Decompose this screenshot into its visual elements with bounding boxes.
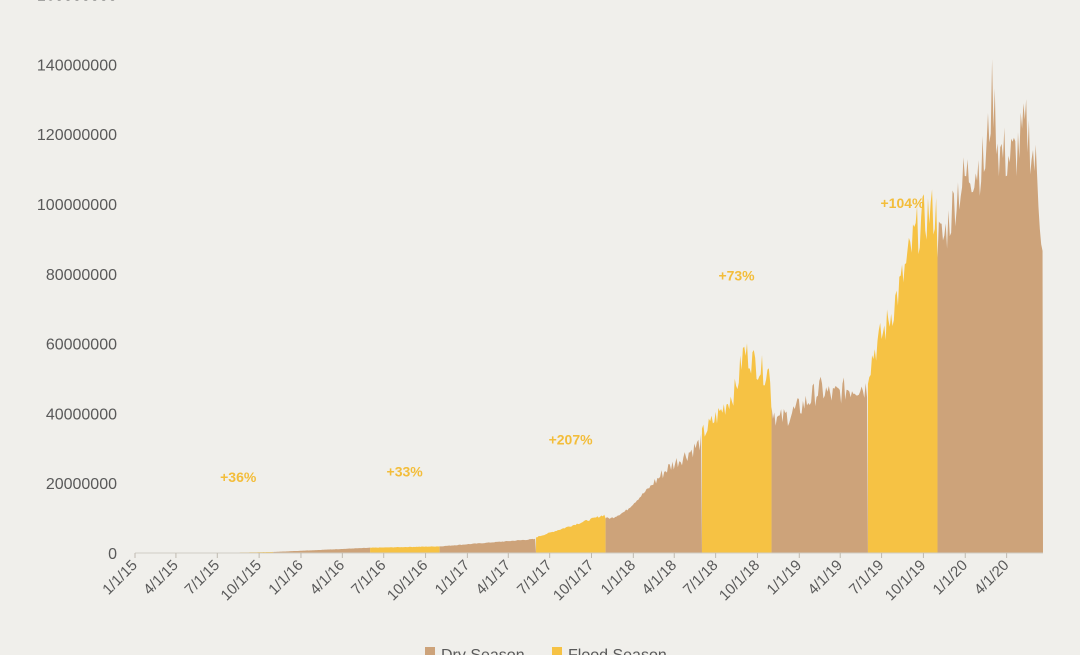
dry-season-area-6 [605, 433, 702, 553]
x-tick-label: 10/1/19 [882, 557, 929, 604]
y-tick-label: 20000000 [46, 476, 117, 493]
y-tick-label: 0 [108, 546, 117, 563]
x-tick-label: 4/1/15 [140, 557, 182, 599]
x-tick-label: 1/1/17 [432, 557, 474, 599]
x-tick-label: 1/1/16 [265, 557, 307, 599]
x-tick-label: 4/1/20 [971, 557, 1013, 599]
legend-swatch [552, 647, 562, 655]
y-tick-label: 100000000 [37, 197, 117, 214]
x-tick-label: 1/1/15 [99, 557, 141, 599]
dry-season-area-10 [937, 59, 1043, 553]
x-tick-label: 10/1/17 [550, 557, 597, 604]
growth-label: +33% [387, 463, 424, 479]
y-tick-label: 140000000 [37, 57, 117, 74]
legend-swatch [425, 647, 435, 655]
dry-season-area-2 [273, 547, 371, 553]
x-tick-label: 4/1/18 [639, 557, 681, 599]
flood-season-area-7 [701, 343, 772, 553]
flood-season-area-5 [536, 514, 606, 553]
flood-season-area-3 [370, 546, 440, 553]
y-tick-label: 40000000 [46, 406, 117, 423]
x-tick-label: 10/1/15 [218, 557, 265, 604]
growth-label: +73% [718, 268, 755, 284]
growth-label: +207% [549, 432, 594, 448]
x-tick-label: 1/1/19 [764, 557, 806, 599]
x-tick-label: 4/1/16 [307, 557, 349, 599]
plot-area [135, 59, 1043, 554]
y-tick-label: 80000000 [46, 267, 117, 284]
x-tick-label: 4/1/19 [805, 557, 847, 599]
y-tick-label: 60000000 [46, 337, 117, 354]
x-tick-label: 10/1/18 [716, 557, 763, 604]
legend-label: Flood Season [568, 647, 667, 655]
dry-season-area-8 [771, 376, 868, 553]
period-growth-labels: +36% +33% +207% +73% +104% [220, 195, 925, 485]
x-tick-label: 4/1/17 [473, 557, 515, 599]
flood-season-area-9 [867, 189, 938, 553]
growth-label: +104% [881, 195, 926, 211]
dry-season-area-4 [439, 538, 537, 553]
y-tick-label: 120000000 [37, 127, 117, 144]
x-tick-label: 1/1/18 [598, 557, 640, 599]
y-tick-label: 160000000 [37, 0, 117, 5]
legend: Dry Season Flood Season [425, 647, 667, 655]
legend-label: Dry Season [441, 647, 525, 655]
y-axis: 0 20000000 40000000 60000000 80000000 1000000… [37, 0, 117, 563]
growth-label: +36% [220, 469, 257, 485]
x-tick-label: 1/1/20 [930, 557, 972, 599]
x-tick-label: 10/1/16 [384, 557, 431, 604]
